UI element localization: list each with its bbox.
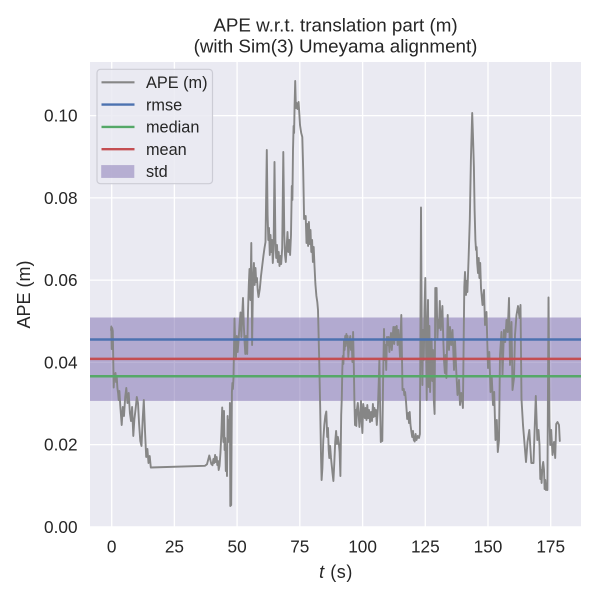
svg-text:median: median: [146, 119, 199, 137]
svg-text:125: 125: [411, 537, 440, 557]
svg-text:0.06: 0.06: [44, 270, 77, 290]
svg-text:100: 100: [348, 537, 377, 557]
svg-text:mean: mean: [146, 141, 187, 159]
svg-text:25: 25: [165, 537, 184, 557]
svg-text:0: 0: [107, 537, 117, 557]
svg-text:0.02: 0.02: [44, 435, 77, 455]
svg-text:(with Sim(3) Umeyama alignment: (with Sim(3) Umeyama alignment): [194, 36, 478, 57]
svg-text:APE w.r.t. translation part (m: APE w.r.t. translation part (m): [213, 14, 457, 35]
svg-text:std: std: [146, 163, 168, 181]
svg-text:0.00: 0.00: [44, 517, 77, 537]
svg-text:t (s): t (s): [319, 562, 353, 582]
svg-text:75: 75: [290, 537, 309, 557]
svg-text:APE (m): APE (m): [146, 74, 208, 92]
svg-text:rmse: rmse: [146, 96, 182, 114]
svg-text:0.10: 0.10: [44, 106, 77, 126]
svg-text:0.08: 0.08: [44, 188, 77, 208]
svg-text:150: 150: [474, 537, 503, 557]
svg-text:APE (m): APE (m): [14, 260, 34, 328]
svg-text:50: 50: [228, 537, 247, 557]
svg-text:0.04: 0.04: [44, 353, 78, 373]
svg-text:175: 175: [536, 537, 565, 557]
